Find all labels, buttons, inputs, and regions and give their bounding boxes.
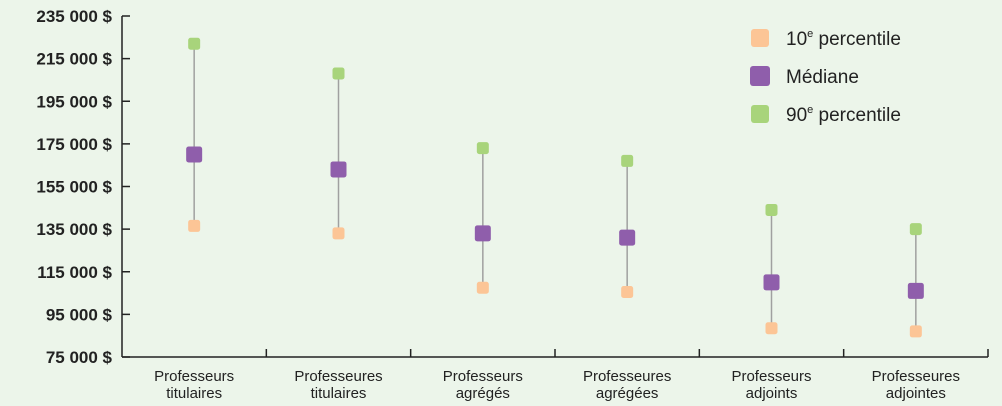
x-tick-label: Professeurs titulaires — [154, 368, 234, 402]
data-point-series-2 — [476, 142, 489, 155]
x-tick-label: Professeurs agrégés — [443, 368, 523, 402]
data-point-series-0 — [188, 219, 201, 232]
y-tick-label: 235 000 $ — [36, 7, 112, 26]
data-point-series-2 — [188, 37, 201, 50]
x-tick-label: Professeurs adjoints — [731, 368, 811, 402]
y-tick-label: 95 000 $ — [46, 305, 113, 324]
data-point-series-2 — [332, 67, 345, 80]
x-tick-label: Professeures titulaires — [294, 368, 382, 402]
legend-label: Médiane — [786, 67, 859, 88]
y-tick-label: 75 000 $ — [46, 348, 113, 367]
x-tick-label: Professeures agrégées — [583, 368, 671, 402]
y-tick-label: 195 000 $ — [36, 92, 112, 111]
legend-label: 90e percentile — [786, 104, 901, 126]
data-point-series-2 — [621, 154, 634, 167]
y-tick-label: 115 000 $ — [37, 263, 112, 282]
data-point-series-0 — [621, 285, 634, 298]
legend-swatch — [751, 105, 769, 123]
legend-swatch — [750, 66, 770, 86]
data-point-series-1 — [330, 161, 347, 178]
legend-label: 10e percentile — [786, 28, 901, 50]
data-point-series-1 — [763, 274, 780, 291]
y-tick-label: 215 000 $ — [36, 50, 112, 69]
data-point-series-1 — [619, 229, 636, 246]
data-point-series-1 — [474, 225, 491, 242]
data-point-series-2 — [765, 203, 778, 216]
data-point-series-0 — [476, 281, 489, 294]
y-tick-label: 135 000 $ — [36, 220, 112, 239]
legend-swatch — [751, 29, 769, 47]
data-point-series-1 — [907, 282, 924, 299]
y-tick-label: 155 000 $ — [36, 178, 112, 197]
data-point-series-0 — [332, 227, 345, 240]
data-point-series-0 — [909, 325, 922, 338]
data-point-series-1 — [186, 146, 203, 163]
y-tick-label: 175 000 $ — [36, 135, 112, 154]
x-tick-label: Professeures adjointes — [872, 368, 960, 402]
data-point-series-0 — [765, 322, 778, 335]
data-point-series-2 — [909, 223, 922, 236]
